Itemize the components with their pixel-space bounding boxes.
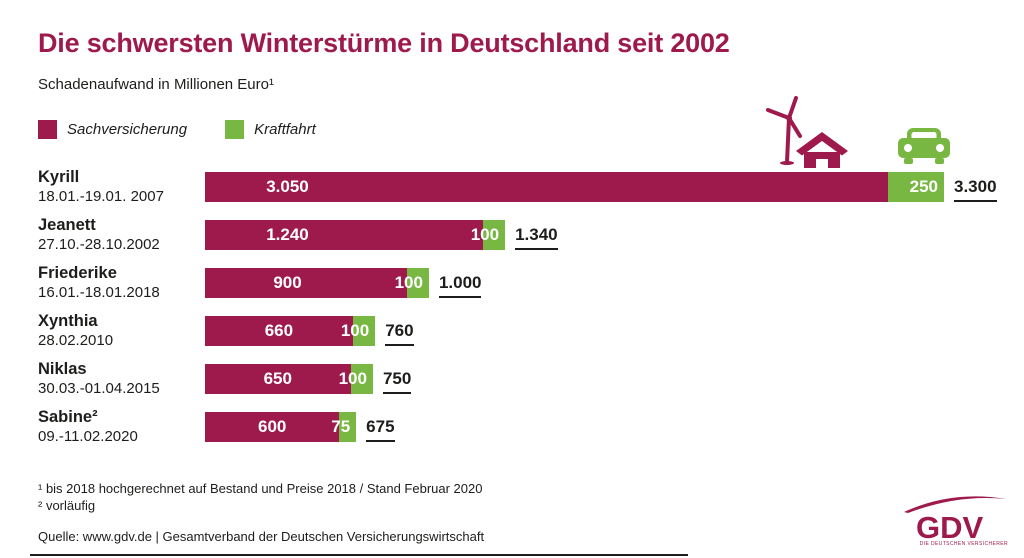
kraftfahrt-bar	[406, 268, 429, 298]
footnotes: ¹ bis 2018 hochgerechnet auf Bestand und…	[38, 480, 482, 514]
footnote-2: ² vorläufig	[38, 498, 96, 513]
wind-turbine-icon	[752, 96, 824, 171]
storm-row-kyrill: Kyrill 18.01.-19.01. 2007 3.050 250 3.30…	[0, 168, 1024, 220]
page-title: Die schwersten Winterstürme in Deutschla…	[38, 28, 730, 58]
total-value: 1.340	[515, 222, 558, 250]
sachversicherung-value: 900	[273, 273, 302, 292]
bar-group: 3.050 250 3.300	[205, 172, 997, 202]
total-value: 675	[366, 414, 395, 442]
kraftfahrt-bar	[352, 316, 376, 346]
kraftfahrt-swatch	[225, 120, 245, 139]
sachversicherung-bar	[205, 268, 407, 298]
storm-date: 28.02.2010	[38, 332, 114, 349]
logo-tagline: DIE DEUTSCHEN VERSICHERER	[920, 541, 1008, 547]
bottom-rule	[30, 554, 688, 556]
storm-name: Xynthia	[38, 312, 98, 330]
bar-group: 1.240 100 1.340	[205, 220, 558, 250]
storm-date: 30.03.-01.04.2015	[38, 380, 160, 397]
source-line: Quelle: www.gdv.de | Gesamtverband der D…	[38, 529, 485, 544]
legend-label-sachversicherung: Sachversicherung	[67, 121, 188, 138]
storm-name: Sabine²	[38, 408, 98, 426]
row-label: Friederike 16.01.-18.01.2018	[38, 264, 198, 302]
gdv-logo: GDV DIE DEUTSCHEN VERSICHERER	[898, 490, 1014, 550]
storm-name: Friederike	[38, 264, 117, 282]
storm-date: 09.-11.02.2020	[38, 428, 138, 445]
kraftfahrt-bar	[350, 364, 373, 394]
chart-subtitle: Schadenaufwand in Millionen Euro¹	[38, 76, 274, 93]
storm-row-niklas: Niklas 30.03.-01.04.2015 650 100 750	[0, 360, 1024, 412]
bar-group: 900 100 1.000	[205, 268, 482, 298]
storm-row-jeanett: Jeanett 27.10.-28.10.2002 1.240 100 1.34…	[0, 216, 1024, 268]
logo-swoosh	[904, 496, 1006, 513]
bar-group: 600 75 675	[205, 412, 395, 442]
kraftfahrt-bar	[888, 172, 944, 202]
sachversicherung-bar	[205, 172, 888, 202]
kraftfahrt-bar	[482, 220, 506, 250]
storm-row-sabine: Sabine² 09.-11.02.2020 600 75 675	[0, 408, 1024, 460]
storm-name: Niklas	[38, 360, 87, 378]
storm-row-friederike: Friederike 16.01.-18.01.2018 900 100 1.0…	[0, 264, 1024, 316]
row-label: Kyrill 18.01.-19.01. 2007	[38, 168, 198, 206]
row-label: Jeanett 27.10.-28.10.2002	[38, 216, 198, 254]
kraftfahrt-value: 100	[340, 321, 370, 340]
car-icon	[898, 126, 950, 171]
sachversicherung-value: 650	[263, 369, 292, 388]
total-value: 3.300	[954, 174, 997, 202]
row-label: Niklas 30.03.-01.04.2015	[38, 360, 198, 398]
sachversicherung-value: 1.240	[266, 225, 309, 244]
storm-date: 27.10.-28.10.2002	[38, 236, 160, 253]
kraftfahrt-value: 75	[331, 417, 351, 436]
storm-row-xynthia: Xynthia 28.02.2010 660 100 760	[0, 312, 1024, 364]
sachversicherung-bar	[205, 220, 483, 250]
storm-date: 16.01.-18.01.2018	[38, 284, 160, 301]
row-label: Sabine² 09.-11.02.2020	[38, 408, 198, 446]
sachversicherung-bar	[205, 412, 340, 442]
kraftfahrt-bar	[339, 412, 357, 442]
sachversicherung-value: 3.050	[266, 177, 309, 196]
house-icon	[796, 132, 848, 173]
sachversicherung-bar	[205, 316, 353, 346]
storm-name: Jeanett	[38, 216, 96, 234]
total-value: 750	[382, 366, 412, 394]
kraftfahrt-value: 100	[470, 225, 500, 244]
row-label: Xynthia 28.02.2010	[38, 312, 198, 350]
legend: Sachversicherung Kraftfahrt	[38, 120, 354, 139]
sachversicherung-value: 660	[264, 321, 294, 340]
sachversicherung-value: 600	[257, 417, 287, 436]
storm-name: Kyrill	[38, 168, 80, 186]
total-value: 760	[385, 318, 414, 346]
bar-group: 660 100 760	[205, 316, 414, 346]
legend-label-kraftfahrt: Kraftfahrt	[254, 121, 316, 138]
storm-date: 18.01.-19.01. 2007	[38, 188, 164, 205]
footnote-1: ¹ bis 2018 hochgerechnet auf Bestand und…	[38, 481, 483, 496]
legend-item-sachversicherung: Sachversicherung	[38, 120, 187, 139]
bar-group: 650 100 750	[205, 364, 412, 394]
legend-item-kraftfahrt: Kraftfahrt	[225, 120, 316, 139]
total-value: 1.000	[438, 270, 482, 298]
logo-text: GDV	[916, 510, 984, 545]
sachversicherung-swatch	[38, 120, 57, 139]
sachversicherung-bar	[205, 364, 351, 394]
kraftfahrt-value: 250	[909, 177, 938, 196]
kraftfahrt-value: 100	[338, 369, 367, 388]
kraftfahrt-value: 100	[394, 273, 423, 292]
